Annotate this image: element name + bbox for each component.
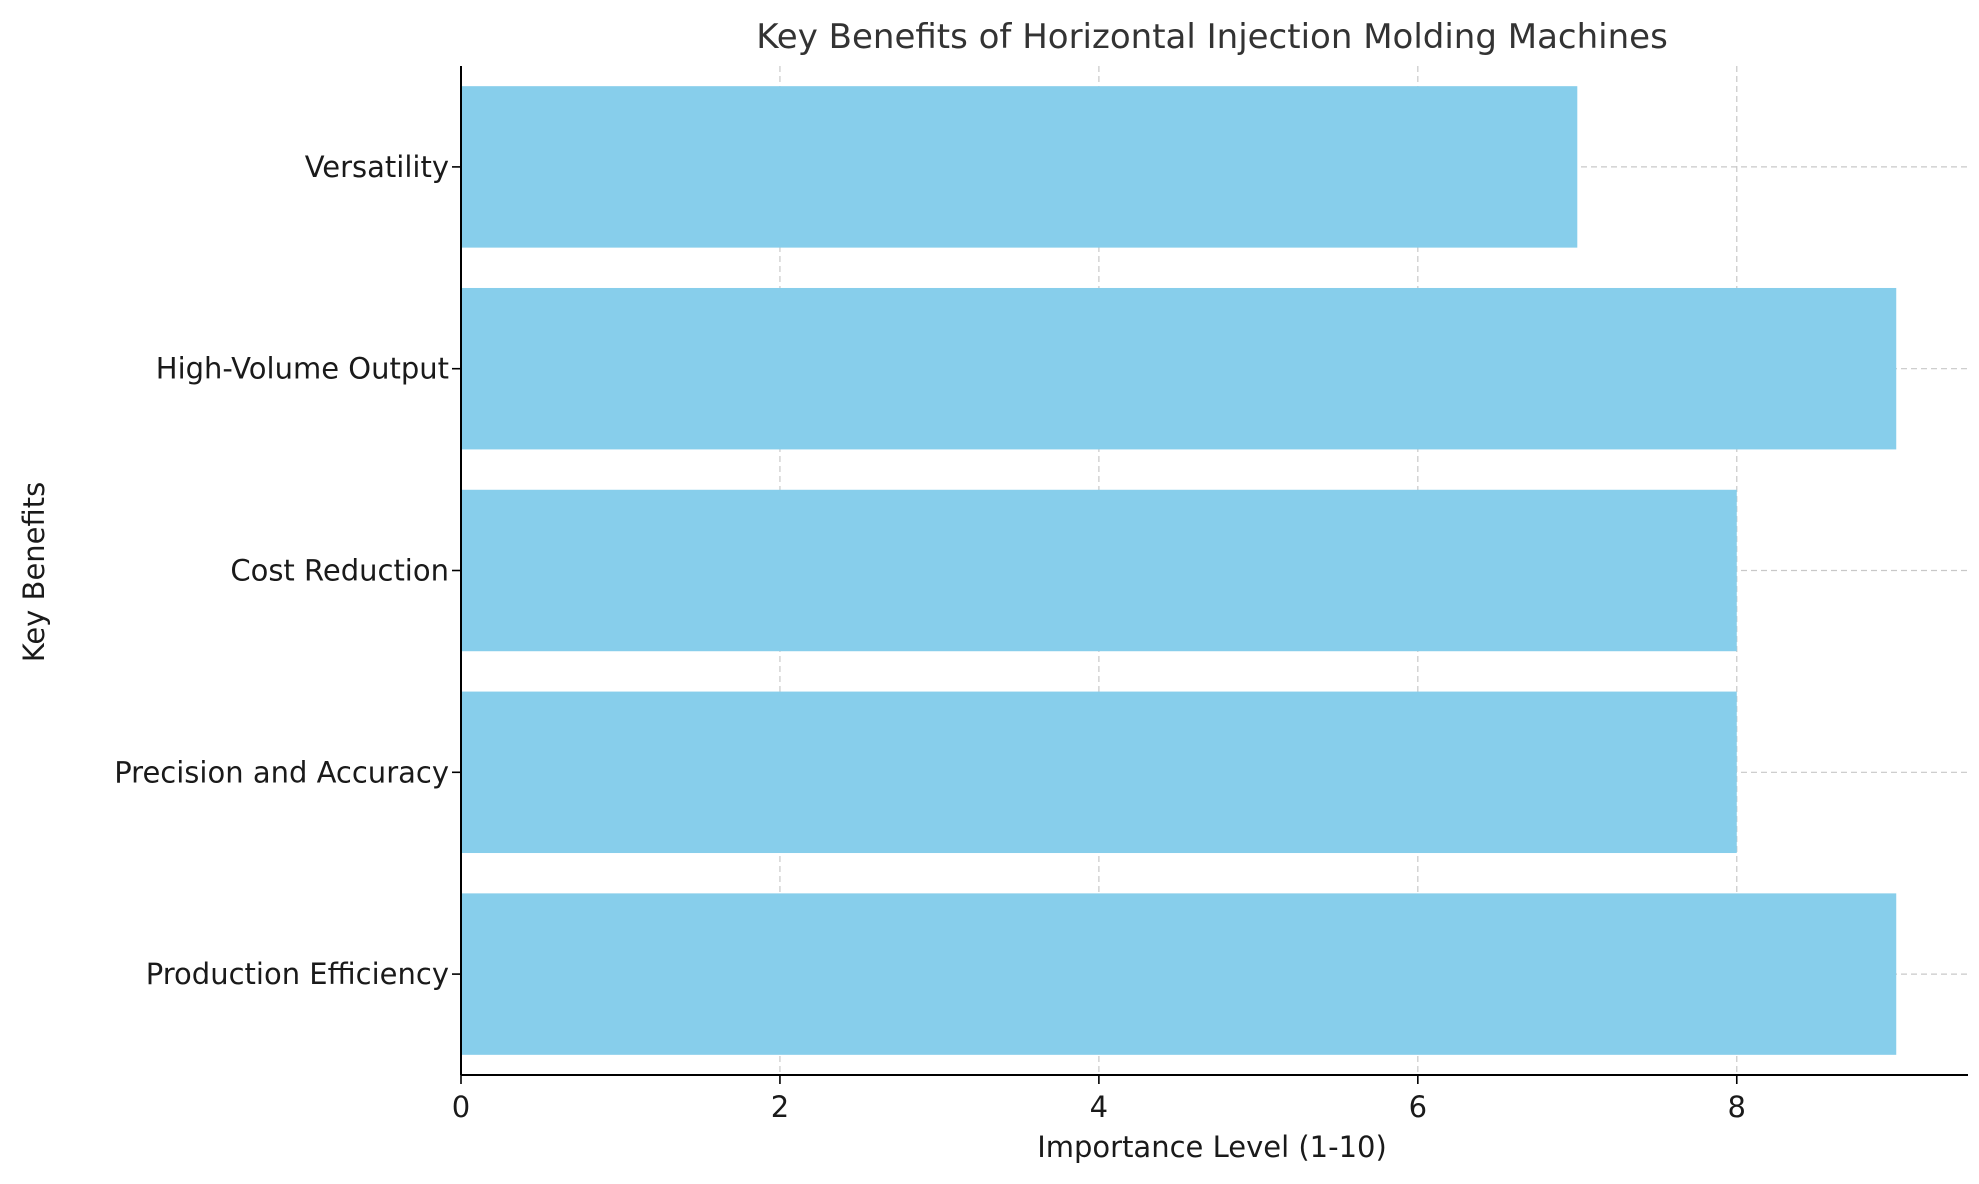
bars (461, 86, 1897, 1055)
y-axis-label: Key Benefits (17, 482, 51, 663)
y-tick-label: Cost Reduction (230, 554, 449, 588)
bar (461, 691, 1737, 854)
chart-title: Key Benefits of Horizontal Injection Mol… (756, 17, 1668, 57)
y-tick-label: Production Efficiency (146, 957, 449, 991)
x-axis-label: Importance Level (1-10) (1037, 1130, 1387, 1164)
bar (461, 893, 1897, 1055)
x-tick-label: 2 (771, 1090, 789, 1124)
bar (461, 287, 1897, 450)
x-tick-label: 0 (452, 1090, 470, 1124)
bar (461, 489, 1737, 652)
y-tick-label: Precision and Accuracy (114, 755, 449, 789)
ticks: 0 2 4 6 8 Production Efficiency Precision and … (114, 150, 1746, 1124)
x-tick-label: 6 (1409, 1090, 1427, 1124)
x-tick-label: 8 (1728, 1090, 1746, 1124)
y-tick-label: High-Volume Output (156, 352, 449, 386)
bar (461, 86, 1578, 248)
x-tick-label: 4 (1090, 1090, 1108, 1124)
y-tick-label: Versatility (305, 150, 449, 184)
